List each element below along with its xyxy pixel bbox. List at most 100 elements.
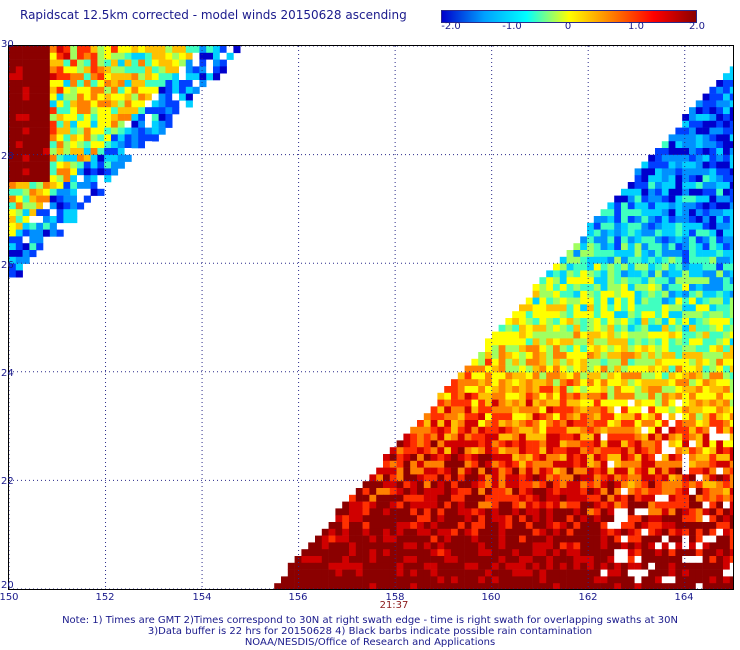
wind-cell [206, 46, 214, 54]
wind-cell [593, 556, 601, 564]
wind-cell [525, 515, 533, 523]
wind-cell [281, 583, 289, 589]
wind-cell [519, 454, 527, 462]
wind-cell [716, 120, 724, 128]
wind-cell [29, 120, 37, 128]
wind-cell [56, 188, 64, 196]
wind-cell [83, 168, 91, 176]
wind-cell [614, 494, 622, 502]
wind-cell [70, 73, 78, 81]
wind-cell [505, 420, 513, 428]
wind-cell [15, 216, 23, 224]
wind-cell [600, 243, 608, 251]
wind-cell [376, 481, 384, 489]
wind-cell [607, 399, 615, 407]
wind-cell [593, 352, 601, 360]
wind-cell [63, 154, 71, 162]
wind-cell [29, 168, 37, 176]
wind-cell [430, 447, 438, 455]
wind-cell [29, 236, 37, 244]
wind-cell [457, 474, 465, 482]
wind-cell [593, 277, 601, 285]
wind-cell [614, 338, 622, 346]
wind-cell [546, 440, 554, 448]
wind-cell [471, 583, 479, 589]
wind-cell [682, 420, 690, 428]
wind-cell [709, 501, 717, 509]
wind-cell [539, 542, 547, 550]
wind-cell [145, 127, 153, 135]
wind-cell [111, 114, 119, 122]
wind-cell [396, 556, 404, 564]
wind-cell [682, 284, 690, 292]
wind-cell [63, 66, 71, 74]
wind-cell [729, 209, 733, 217]
wind-cell [410, 454, 418, 462]
wind-cell [559, 263, 567, 271]
wind-cell [36, 80, 44, 88]
wind-cell [512, 508, 520, 516]
wind-cell [689, 175, 697, 183]
wind-cell [723, 290, 731, 298]
wind-cell [668, 216, 676, 224]
wind-cell [702, 141, 710, 149]
wind-cell [573, 515, 581, 523]
wind-cell [104, 141, 112, 149]
wind-cell [369, 535, 377, 543]
wind-cell [77, 195, 85, 203]
wind-cell [56, 141, 64, 149]
wind-cell [457, 433, 465, 441]
wind-cell [464, 420, 472, 428]
wind-cell [689, 154, 697, 162]
wind-cell [668, 460, 676, 468]
wind-cell [682, 562, 690, 570]
wind-cell [655, 236, 663, 244]
wind-cell [553, 263, 561, 271]
wind-cell [491, 460, 499, 468]
wind-cell [709, 535, 717, 543]
wind-cell [56, 154, 64, 162]
wind-cell [145, 52, 153, 60]
wind-cell [70, 127, 78, 135]
wind-cell [655, 209, 663, 217]
wind-cell [553, 379, 561, 387]
wind-cell [655, 522, 663, 530]
wind-cell [716, 433, 724, 441]
wind-cell [593, 284, 601, 292]
wind-cell [723, 188, 731, 196]
wind-cell [593, 488, 601, 496]
wind-cell [661, 284, 669, 292]
wind-cell [539, 352, 547, 360]
wind-cell [600, 304, 608, 312]
wind-cell [83, 107, 91, 115]
wind-cell [478, 433, 486, 441]
wind-cell [485, 501, 493, 509]
wind-cell [641, 202, 649, 210]
wind-cell [627, 474, 635, 482]
wind-cell [437, 522, 445, 530]
wind-cell [580, 535, 588, 543]
wind-cell [661, 447, 669, 455]
wind-cell [621, 460, 629, 468]
wind-cell [682, 372, 690, 380]
wind-cell [539, 426, 547, 434]
wind-cell [457, 392, 465, 400]
wind-cell [634, 202, 642, 210]
wind-cell [702, 562, 710, 570]
wind-cell [349, 576, 357, 584]
footnote-line-3: NOAA/NESDIS/Office of Research and Appli… [244, 637, 496, 648]
wind-cell [614, 270, 622, 278]
wind-cell [695, 447, 703, 455]
wind-cell [716, 447, 724, 455]
wind-cell [695, 297, 703, 305]
wind-cell [491, 576, 499, 584]
wind-cell [587, 277, 595, 285]
wind-cell [655, 535, 663, 543]
wind-cell [627, 399, 635, 407]
wind-cell [376, 528, 384, 536]
wind-cell [655, 358, 663, 366]
wind-cell [369, 562, 377, 570]
wind-cell [709, 556, 717, 564]
wind-cell [641, 392, 649, 400]
wind-cell [49, 107, 57, 115]
